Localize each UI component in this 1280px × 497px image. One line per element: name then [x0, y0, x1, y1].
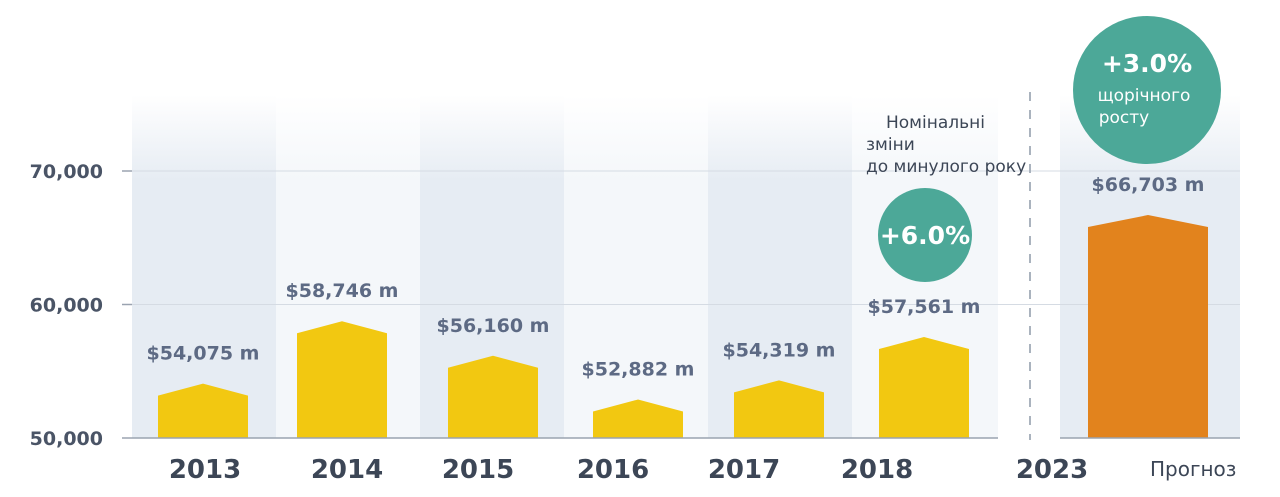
x-label-2018: 2018: [841, 455, 913, 485]
x-label-2015: 2015: [442, 455, 514, 485]
nominal-badge-value: +6.0%: [880, 221, 970, 250]
column-panel-2016: [564, 95, 708, 438]
bars: [158, 215, 1208, 438]
value-label-2014: $58,746 m: [286, 280, 399, 302]
growth-badge-line-1: щорічного: [1098, 86, 1191, 106]
x-label-2023: 2023: [1016, 455, 1088, 485]
nominal-badge-circle: [878, 188, 972, 282]
nominal-change-note: Номінальні зміни до минулого року: [866, 113, 1026, 177]
growth-badge-value: +3.0%: [1102, 49, 1192, 78]
growth-badge-circle: [1073, 16, 1221, 164]
growth-badge-line-2: росту: [1099, 108, 1150, 128]
x-label-2017: 2017: [708, 455, 780, 485]
bar-2016: [593, 399, 683, 438]
annual-growth-badge: +3.0% щорічного росту: [1073, 16, 1221, 164]
x-label-2016: 2016: [577, 455, 649, 485]
bar-2015: [448, 355, 538, 438]
value-label-2018: $57,561 m: [868, 296, 981, 318]
value-label-2023: $66,703 m: [1092, 174, 1205, 196]
bar-2017: [734, 380, 824, 438]
y-tick-label: 70,000: [30, 161, 103, 183]
x-label-2013: 2013: [169, 455, 241, 485]
value-label-2013: $54,075 m: [147, 343, 260, 365]
bar-2014: [297, 321, 387, 438]
bar-2013: [158, 383, 248, 438]
gridlines: [122, 170, 1240, 439]
nominal-note-line-3: до минулого року: [866, 157, 1026, 177]
bar-2018: [879, 337, 969, 438]
bar-2023: [1088, 215, 1208, 438]
nominal-note-line-2: зміни: [866, 135, 915, 155]
value-label-2016: $52,882 m: [582, 359, 695, 381]
y-tick-label: 50,000: [30, 428, 103, 450]
labels: 50,000 60,000 70,000 $54,075 m 2013 $58,746 m…: [30, 161, 1205, 485]
forecast-label: Прогноз: [1150, 457, 1236, 481]
nominal-note-line-1: Номінальні: [886, 113, 985, 133]
column-panel-2013: [132, 95, 276, 438]
nominal-change-badge: +6.0%: [878, 188, 972, 282]
value-label-2015: $56,160 m: [437, 315, 550, 337]
y-tick-label: 60,000: [30, 295, 103, 317]
value-label-2017: $54,319 m: [723, 339, 836, 361]
x-label-2014: 2014: [311, 455, 383, 485]
